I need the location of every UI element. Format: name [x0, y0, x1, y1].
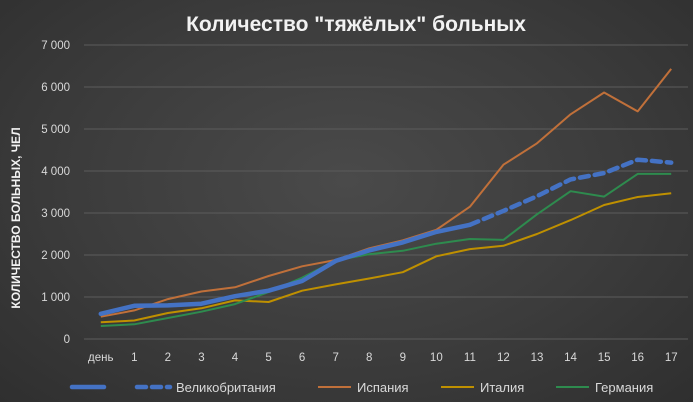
- x-tick-label: 11: [464, 352, 476, 364]
- x-tick-label: 8: [366, 352, 372, 364]
- y-axis-label: КОЛИЧЕСТВО БОЛЬНЫХ, ЧЕЛ: [9, 127, 23, 308]
- x-tick-label: 4: [232, 352, 239, 364]
- x-tick-label: 6: [299, 352, 305, 364]
- x-axis-ticks: день 1 2 3 4 5 6 7 8 9 10 11 12 13 14 15 16 17: [88, 352, 678, 364]
- x-tick-label: 16: [631, 352, 644, 364]
- x-tick-label: 1: [131, 352, 137, 364]
- x-tick-label: 9: [400, 352, 406, 364]
- x-tick-label: 10: [430, 352, 443, 364]
- x-tick-label: 5: [265, 352, 271, 364]
- x-tick-label: 15: [598, 352, 611, 364]
- legend-label: Германия: [595, 380, 653, 395]
- legend: Великобритания Испания Италия Германия: [69, 380, 653, 395]
- x-tick-label: 12: [497, 352, 510, 364]
- y-tick-label: 1 000: [41, 292, 70, 304]
- y-tick-label: 0: [64, 334, 70, 346]
- legend-label: Испания: [357, 380, 409, 395]
- gridlines: [84, 44, 688, 340]
- series-line: [100, 192, 672, 324]
- x-tick-label: 14: [564, 352, 577, 364]
- x-tick-label: 13: [531, 352, 544, 364]
- y-tick-label: 4 000: [41, 166, 70, 178]
- y-tick-label: 6 000: [41, 82, 70, 94]
- x-tick-label: 3: [198, 352, 204, 364]
- x-tick-label: 7: [332, 352, 338, 364]
- series-line: [467, 157, 674, 228]
- series-line: [100, 172, 672, 327]
- y-tick-label: 2 000: [41, 250, 70, 262]
- x-tick-label: 17: [665, 352, 678, 364]
- y-axis-ticks: 0 1 000 2 000 3 000 4 000 5 000 6 000 7 000: [41, 40, 70, 346]
- chart-title: Количество "тяжёлых" больных: [186, 13, 526, 36]
- y-tick-label: 7 000: [41, 40, 70, 52]
- series-lines: [98, 68, 674, 327]
- x-tick-label: день: [88, 352, 113, 364]
- legend-label: Италия: [480, 380, 524, 395]
- y-tick-label: 5 000: [41, 124, 70, 136]
- series-line: [98, 222, 473, 317]
- y-tick-label: 3 000: [41, 208, 70, 220]
- legend-label: Великобритания: [176, 380, 276, 395]
- x-tick-label: 2: [165, 352, 171, 364]
